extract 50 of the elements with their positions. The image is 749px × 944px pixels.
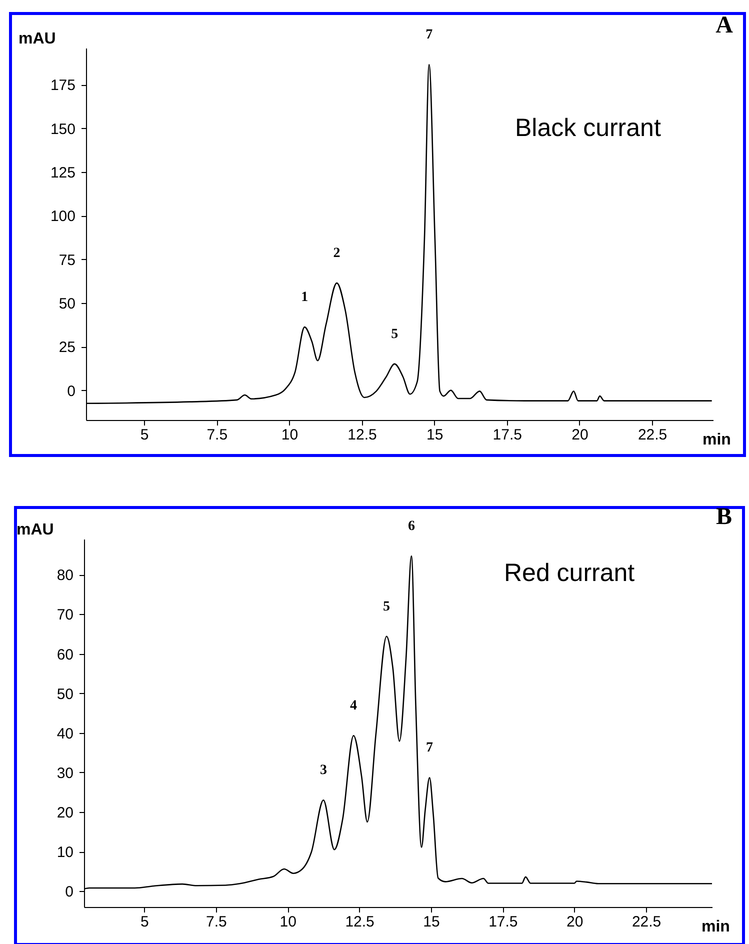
x-tick-label: 22.5 [638, 426, 668, 444]
annotation: 2 [333, 246, 340, 262]
y-tick-label: 75 [58, 252, 76, 269]
y-tick-label: 0 [67, 382, 76, 400]
x-tick-label: 7.5 [206, 426, 228, 444]
annotation: 3 [320, 763, 327, 778]
y-tick-label: 100 [50, 208, 76, 226]
y-tick-label: 60 [56, 646, 74, 664]
y-tick-label: 150 [50, 120, 76, 138]
annotation: 1 [301, 290, 308, 306]
chart-title: B [716, 504, 732, 530]
y-tick-label: 70 [56, 606, 74, 624]
y-tick-label: 80 [56, 567, 74, 584]
y-axis-title: mAU [18, 30, 56, 48]
chart-title: A [716, 12, 734, 39]
annotation: 5 [391, 326, 398, 342]
annotation: 7 [426, 28, 433, 43]
x-tick-label: 15 [423, 914, 440, 930]
annotation: Black currant [515, 114, 661, 142]
x-tick-label: 20 [572, 426, 588, 444]
y-tick-label: 50 [56, 686, 74, 703]
x-tick-label: 5 [140, 914, 149, 930]
x-tick-label: 12.5 [345, 914, 374, 930]
y-tick-label: 20 [56, 804, 74, 822]
y-tick-label: 25 [58, 339, 76, 356]
annotation: Red currant [504, 559, 635, 587]
x-tick-label: 15 [426, 426, 444, 444]
annotation: 7 [426, 740, 434, 756]
y-tick-label: 175 [50, 77, 76, 94]
x-axis-title: min [702, 432, 731, 448]
x-tick-label: 17.5 [488, 914, 518, 930]
y-tick-label: 30 [56, 764, 74, 782]
x-axis-title: min [702, 918, 730, 936]
x-tick-label: 5 [140, 426, 149, 444]
annotation: 6 [408, 519, 415, 534]
x-tick-label: 22.5 [632, 914, 662, 930]
y-axis-title: mAU [16, 522, 54, 538]
x-tick-label: 20 [566, 914, 584, 930]
x-tick-label: 12.5 [348, 426, 377, 444]
annotation: 4 [350, 698, 358, 714]
y-tick-label: 50 [58, 295, 76, 312]
annotation: 5 [383, 599, 390, 614]
y-tick-label: 10 [56, 844, 74, 862]
y-tick-label: 125 [50, 164, 76, 182]
y-tick-label: 0 [65, 884, 74, 901]
y-tick-label: 40 [56, 725, 74, 742]
x-tick-label: 10 [280, 914, 296, 930]
x-tick-label: 10 [281, 426, 298, 444]
x-tick-label: 17.5 [492, 426, 522, 444]
x-tick-label: 7.5 [206, 914, 227, 930]
